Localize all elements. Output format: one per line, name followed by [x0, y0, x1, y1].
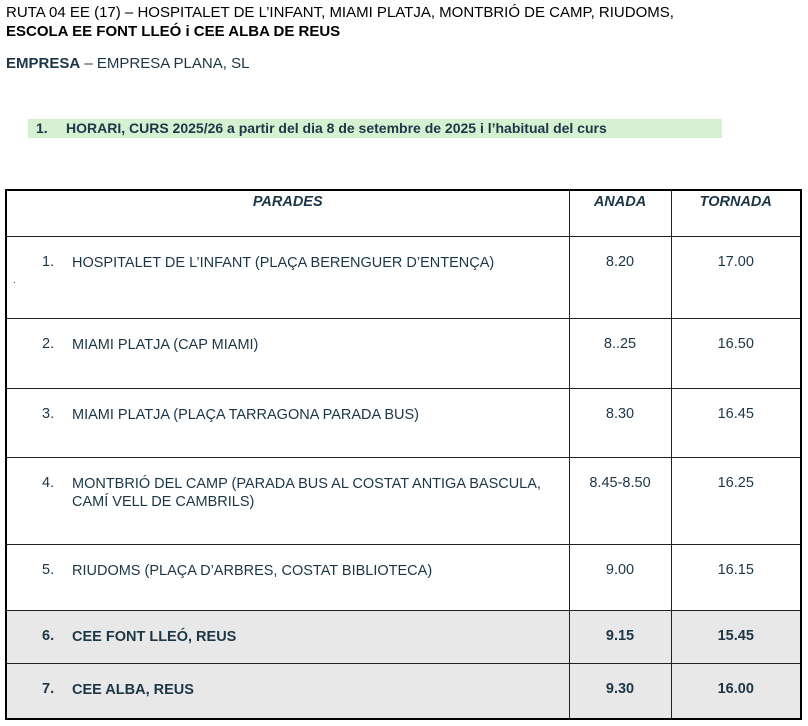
stop-cell: 6. CEE FONT LLEÓ, REUS — [5, 610, 570, 664]
anada-time: 8..25 — [568, 318, 672, 389]
stop-number: 1. — [42, 254, 55, 270]
stop-number: 5. — [42, 562, 55, 578]
stop-number: 6. — [42, 628, 55, 644]
table-row: 7. CEE ALBA, REUS 9.30 16.00 — [5, 663, 802, 719]
anada-time: 9.30 — [568, 663, 672, 719]
stop-name: CEE FONT LLEÓ, REUS — [72, 629, 237, 645]
stop-cell: 3. MIAMI PLATJA (PLAÇA TARRAGONA PARADA … — [5, 388, 570, 458]
table-row: 2. MIAMI PLATJA (CAP MIAMI) 8..25 16.50 — [5, 318, 802, 389]
stop-name: MIAMI PLATJA (PLAÇA TARRAGONA PARADA BUS… — [72, 407, 420, 423]
stop-cell: 1. HOSPITALET DE L’INFANT (PLAÇA BERENGU… — [5, 236, 570, 319]
schedule-table: PARADES ANADA TORNADA 1. HOSPITALET DE L… — [5, 189, 802, 720]
tornada-time: 16.25 — [670, 457, 802, 545]
anada-time: 8.20 — [568, 236, 672, 319]
tornada-time: 16.00 — [670, 663, 802, 719]
stop-cell: 7. CEE ALBA, REUS — [5, 663, 570, 719]
col-header-tornada: TORNADA — [670, 189, 802, 237]
table-row: 5. RIUDOMS (PLAÇA D’ARBRES, COSTAT BIBLI… — [5, 544, 802, 611]
stop-cell: 5. RIUDOMS (PLAÇA D’ARBRES, COSTAT BIBLI… — [5, 544, 570, 611]
anada-time: 9.15 — [568, 610, 672, 664]
tornada-time: 16.15 — [670, 544, 802, 611]
tornada-time: 16.50 — [670, 318, 802, 389]
col-header-anada: ANADA — [568, 189, 672, 237]
route-schools: ESCOLA EE FONT LLEÓ i CEE ALBA DE REUS — [6, 23, 341, 40]
stop-cell: 2. MIAMI PLATJA (CAP MIAMI) — [5, 318, 570, 389]
table-row: 6. CEE FONT LLEÓ, REUS 9.15 15.45 — [5, 610, 802, 664]
tornada-time: 16.45 — [670, 388, 802, 458]
stop-name: RIUDOMS (PLAÇA D’ARBRES, COSTAT BIBLIOTE… — [72, 563, 433, 579]
stop-name: MONTBRIÓ DEL CAMP (PARADA BUS AL COSTAT … — [72, 476, 541, 510]
stop-number: 3. — [42, 406, 55, 422]
tornada-time: 17.00 — [670, 236, 802, 319]
section-title: HORARI, CURS 2025/26 a partir del dia 8 … — [66, 120, 607, 136]
table-row: 1. HOSPITALET DE L’INFANT (PLAÇA BERENGU… — [5, 236, 802, 319]
company-value: – EMPRESA PLANA, SL — [80, 55, 250, 72]
section-number: 1. — [36, 120, 48, 136]
table-row: 4. MONTBRIÓ DEL CAMP (PARADA BUS AL COST… — [5, 457, 802, 545]
stop-number: 7. — [42, 681, 55, 697]
stop-number: 2. — [42, 336, 55, 352]
stop-cell: 4. MONTBRIÓ DEL CAMP (PARADA BUS AL COST… — [5, 457, 570, 545]
stop-name: MIAMI PLATJA (CAP MIAMI) — [72, 337, 259, 353]
stop-number: 4. — [42, 475, 55, 491]
stop-name: HOSPITALET DE L’INFANT (PLAÇA BERENGUER … — [72, 255, 495, 271]
table-row: 3. MIAMI PLATJA (PLAÇA TARRAGONA PARADA … — [5, 388, 802, 458]
anada-time: 8.30 — [568, 388, 672, 458]
anada-time: 9.00 — [568, 544, 672, 611]
col-header-parades: PARADES — [5, 189, 570, 237]
company-line: EMPRESA – EMPRESA PLANA, SL — [6, 55, 249, 72]
tornada-time: 15.45 — [670, 610, 802, 664]
company-label: EMPRESA — [6, 55, 81, 72]
anada-time: 8.45-8.50 — [568, 457, 672, 545]
table-header-row: PARADES ANADA TORNADA — [5, 189, 802, 237]
stray-mark: . — [13, 275, 16, 286]
stop-name: CEE ALBA, REUS — [72, 682, 194, 698]
section-heading: 1. HORARI, CURS 2025/26 a partir del dia… — [28, 119, 722, 138]
route-title: RUTA 04 EE (17) – HOSPITALET DE L’INFANT… — [6, 4, 674, 21]
